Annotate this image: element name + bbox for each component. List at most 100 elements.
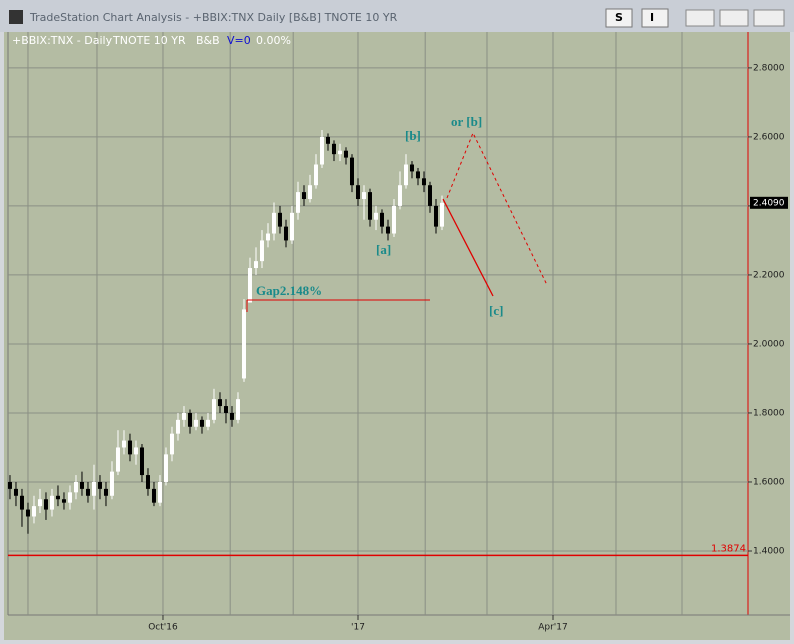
- close-button[interactable]: [753, 9, 785, 27]
- header-name: TNOTE 10 YR: [112, 34, 186, 47]
- candle-body: [325, 136, 330, 144]
- candle-body: [49, 495, 54, 510]
- x-tick-label: '17: [351, 623, 365, 633]
- last-price-box: [750, 196, 788, 209]
- x-tick-label: Apr'17: [538, 623, 568, 633]
- wave-c-label: [c]: [489, 303, 503, 318]
- candle-body: [301, 192, 306, 200]
- candle-body: [313, 164, 318, 186]
- candle-body: [415, 171, 420, 179]
- candle-body: [265, 233, 270, 241]
- candle-body: [61, 499, 66, 503]
- s-button-label: S: [615, 11, 623, 24]
- candle-body: [37, 499, 42, 507]
- candle-body: [289, 212, 294, 241]
- chart-background: [4, 32, 790, 640]
- candle-body: [283, 226, 288, 241]
- candle-body: [355, 185, 360, 200]
- candle-body: [31, 506, 36, 517]
- candle-body: [115, 447, 120, 472]
- candle-body: [157, 481, 162, 503]
- candle-body: [139, 447, 144, 476]
- candle-body: [421, 178, 426, 186]
- candle-body: [67, 492, 72, 503]
- candle-body: [151, 488, 156, 503]
- gap-annotation: Gap2.148%: [256, 283, 322, 298]
- candle-body: [253, 261, 258, 269]
- candle-body: [169, 433, 174, 455]
- y-tick-label: 1.6000: [753, 477, 785, 487]
- candle-body: [121, 440, 126, 448]
- candle-body: [397, 185, 402, 206]
- candle-body: [175, 419, 180, 434]
- candle-body: [19, 495, 24, 510]
- alt-wave-b-label: or [b]: [451, 114, 482, 129]
- candle-body: [223, 406, 228, 413]
- candle-body: [187, 412, 192, 427]
- y-tick-label: 2.0000: [753, 339, 785, 349]
- candle-body: [133, 447, 138, 455]
- candle-body: [91, 481, 96, 496]
- candle-body: [127, 440, 132, 455]
- candle-body: [241, 309, 246, 379]
- i-button[interactable]: [641, 8, 669, 28]
- candle-body: [391, 205, 396, 234]
- candle-body: [145, 475, 150, 489]
- candle-body: [97, 481, 102, 489]
- candle-body: [319, 136, 324, 165]
- candle-body: [43, 499, 48, 510]
- header-study: B&B: [196, 34, 220, 47]
- candle-body: [13, 488, 18, 496]
- window-title: TradeStation Chart Analysis - +BBIX:TNX …: [29, 11, 398, 24]
- candle-body: [247, 268, 252, 303]
- candle-body: [373, 212, 378, 220]
- candle-body: [259, 240, 264, 262]
- candle-body: [331, 143, 336, 155]
- y-tick-label: 1.4000: [753, 546, 785, 556]
- header-symbol: +BBIX:TNX - Daily: [12, 34, 113, 47]
- candle-body: [349, 157, 354, 186]
- candle-body: [109, 471, 114, 496]
- candle-body: [205, 419, 210, 427]
- minimize-button[interactable]: [685, 9, 715, 27]
- candle-body: [385, 226, 390, 234]
- candle-body: [343, 150, 348, 158]
- candle-body: [277, 212, 282, 227]
- wave-a-label: [a]: [376, 242, 391, 257]
- y-tick-label: 2.6000: [753, 132, 785, 142]
- candle-body: [85, 488, 90, 496]
- candle-body: [367, 192, 372, 220]
- candle-body: [103, 488, 108, 496]
- candle-body: [79, 481, 84, 489]
- candle-body: [433, 205, 438, 227]
- y-tick-label: 1.8000: [753, 408, 785, 418]
- candle-body: [217, 399, 222, 407]
- candle-body: [403, 164, 408, 186]
- candle-body: [229, 412, 234, 420]
- candle-body: [73, 481, 78, 493]
- i-button-label: I: [650, 11, 654, 24]
- alt-b-projection: [446, 131, 548, 286]
- reference-label: 1.3874: [711, 543, 746, 554]
- candle-body: [379, 212, 384, 227]
- candle-body: [199, 419, 204, 427]
- candle-body: [409, 164, 414, 172]
- s-button[interactable]: [605, 8, 633, 28]
- wave-c-projection: [442, 198, 494, 297]
- header-change: 0.00%: [256, 34, 291, 47]
- candle-body: [235, 399, 240, 420]
- header-volume: V=0: [227, 34, 251, 47]
- candle-body: [25, 509, 30, 517]
- candle-body: [163, 454, 168, 482]
- candle-body: [193, 419, 198, 427]
- app-icon: [9, 10, 23, 24]
- candle-body: [181, 412, 186, 420]
- candle-body: [295, 192, 300, 213]
- candle-body: [337, 150, 342, 155]
- candle-body: [361, 192, 366, 200]
- candle-body: [7, 481, 12, 489]
- y-tick-label: 2.2000: [753, 270, 785, 280]
- maximize-button[interactable]: [719, 9, 749, 27]
- candle-body: [271, 212, 276, 234]
